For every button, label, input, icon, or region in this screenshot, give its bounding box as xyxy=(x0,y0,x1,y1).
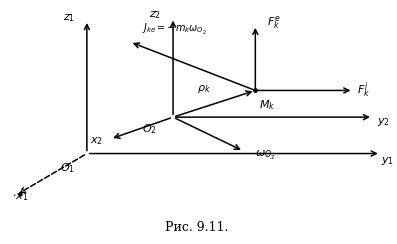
Text: $y_1$: $y_1$ xyxy=(381,155,394,167)
Text: $O_2$: $O_2$ xyxy=(143,122,157,136)
Text: $M_k$: $M_k$ xyxy=(259,98,276,112)
Text: $\rho_k$: $\rho_k$ xyxy=(197,83,211,95)
Text: $x_2$: $x_2$ xyxy=(90,135,102,147)
Text: $z_2$: $z_2$ xyxy=(149,9,161,21)
Text: $F_k^e$: $F_k^e$ xyxy=(267,14,281,31)
Text: $O_1$: $O_1$ xyxy=(60,161,75,175)
Text: $F_k^i$: $F_k^i$ xyxy=(357,81,370,100)
Text: Рис. 9.11.: Рис. 9.11. xyxy=(165,221,228,234)
Text: $z_1$: $z_1$ xyxy=(63,12,75,24)
Text: $J_{ke}{=}{-}m_k\omega_{O_2}$: $J_{ke}{=}{-}m_k\omega_{O_2}$ xyxy=(142,22,206,37)
Text: $\cdot x_1$: $\cdot x_1$ xyxy=(12,191,29,203)
Text: $y_2$: $y_2$ xyxy=(377,116,390,128)
Text: $\omega_{O_2}$: $\omega_{O_2}$ xyxy=(255,149,276,163)
